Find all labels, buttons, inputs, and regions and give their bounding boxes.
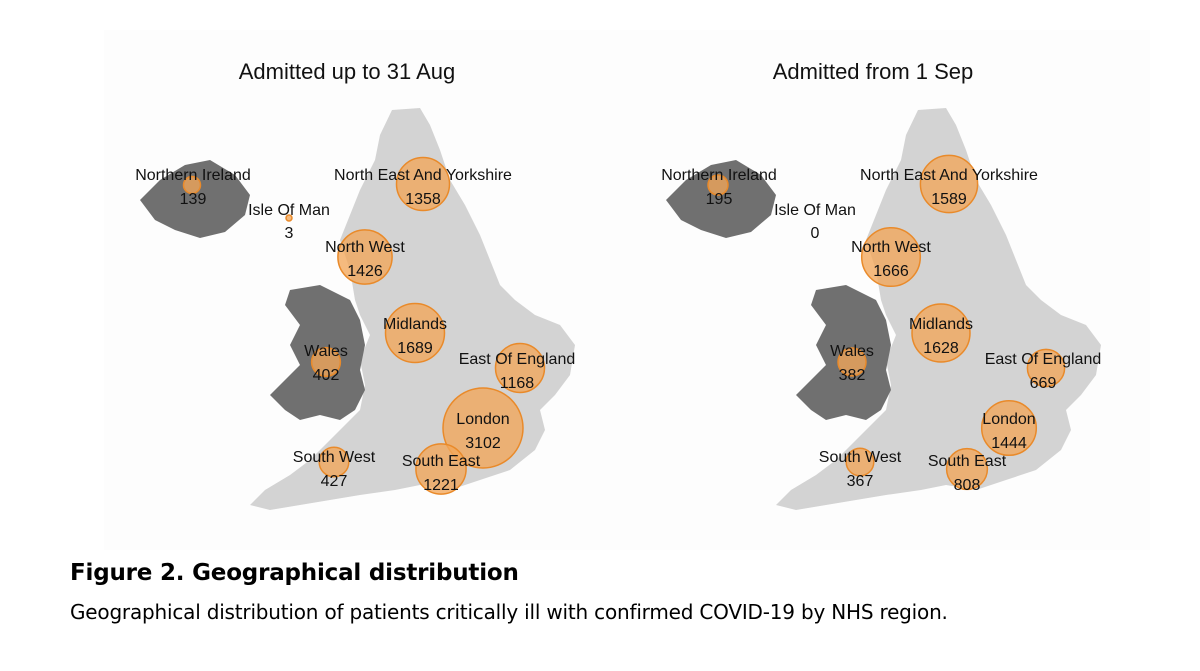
bubble-london-left (442, 387, 524, 469)
region-label-south-west-right: South West (819, 449, 902, 466)
region-label-east-of-england-right: East Of England (985, 351, 1102, 368)
bubble-north-west-right (860, 226, 922, 288)
bubble-south-west-right (845, 447, 875, 477)
bubble-south-east-left (415, 443, 467, 495)
region-value-wales-left: 402 (313, 367, 340, 384)
region-label-northern-ireland-left: Northern Ireland (135, 167, 251, 184)
bubble-north-west-left (337, 229, 393, 285)
region-value-east-of-england-left: 1168 (500, 375, 535, 392)
region-label-north-west-left: North West (325, 239, 405, 256)
bubble-north-east-and-yorkshire-left (395, 156, 451, 212)
region-label-northern-ireland-right: Northern Ireland (661, 167, 777, 184)
region-value-north-west-left: 1426 (347, 263, 383, 280)
region-label-midlands-right: Midlands (909, 316, 973, 333)
map-figure: Admitted up to 31 Aug Northern Ireland 13… (135, 59, 1101, 510)
northern-ireland-shape-right (666, 160, 776, 238)
region-value-london-left: 3102 (465, 435, 501, 452)
region-label-north-west-right: North West (851, 239, 931, 256)
region-value-south-west-left: 427 (321, 473, 348, 490)
region-value-isle-of-man-left: 3 (285, 225, 294, 242)
bubble-south-east-right (945, 447, 989, 491)
figure-caption: Figure 2. Geographical distribution Geog… (70, 560, 1170, 624)
region-label-south-east-right: South East (928, 453, 1007, 470)
region-value-south-west-right: 367 (847, 473, 874, 490)
panel-title-left: Admitted up to 31 Aug (239, 59, 456, 84)
bubble-northern-ireland-right (707, 174, 729, 196)
region-value-london-right: 1444 (991, 435, 1027, 452)
region-value-northern-ireland-left: 139 (180, 191, 207, 208)
bubbles-left: Northern Ireland 139 Isle Of Man 3 North Eas… (135, 156, 576, 495)
region-value-midlands-left: 1689 (397, 340, 433, 357)
region-label-isle-of-man-left: Isle Of Man (248, 202, 330, 219)
region-value-east-of-england-right: 669 (1030, 375, 1057, 392)
region-label-east-of-england-left: East Of England (459, 351, 576, 368)
region-value-north-east-and-yorkshire-left: 1358 (405, 191, 441, 208)
panel-right: Admitted from 1 Sep Northern Ireland 195 I… (661, 59, 1101, 510)
bubble-isle-of-man-left (285, 214, 293, 222)
region-label-london-left: London (456, 411, 509, 428)
region-value-northern-ireland-right: 195 (706, 191, 733, 208)
figure-description: Geographical distribution of patients cr… (70, 600, 948, 624)
region-label-london-right: London (982, 411, 1035, 428)
region-value-isle-of-man-right: 0 (811, 225, 820, 242)
bubbles-right: Northern Ireland 195 Isle Of Man 0 North Eas… (661, 154, 1102, 494)
region-value-north-east-and-yorkshire-right: 1589 (931, 191, 967, 208)
region-value-midlands-right: 1628 (923, 340, 959, 357)
region-label-wales-right: Wales (830, 343, 874, 360)
bubble-midlands-right (911, 303, 971, 363)
region-label-south-east-left: South East (402, 453, 481, 470)
region-label-north-east-and-yorkshire-right: North East And Yorkshire (860, 167, 1038, 184)
bubble-north-east-and-yorkshire-right (919, 154, 979, 214)
region-label-midlands-left: Midlands (383, 316, 447, 333)
northern-ireland-shape-left (140, 160, 250, 238)
region-value-north-west-right: 1666 (873, 263, 909, 280)
bubble-midlands-left (384, 302, 446, 364)
bubble-east-of-england-right (1026, 348, 1066, 388)
bubble-wales-right (837, 347, 867, 377)
panel-left: Admitted up to 31 Aug Northern Ireland 13… (135, 59, 575, 510)
bubble-london-right (980, 399, 1038, 457)
bubble-wales-left (310, 346, 342, 378)
panel-title-right: Admitted from 1 Sep (773, 59, 974, 84)
region-label-isle-of-man-right: Isle Of Man (774, 202, 856, 219)
figure-title: Figure 2. Geographical distribution (70, 560, 519, 586)
bubble-northern-ireland-left (182, 175, 202, 195)
region-value-south-east-right: 808 (954, 477, 981, 494)
region-value-south-east-left: 1221 (423, 477, 459, 494)
region-label-north-east-and-yorkshire-left: North East And Yorkshire (334, 167, 512, 184)
bubble-south-west-left (318, 446, 350, 478)
region-label-south-west-left: South West (293, 449, 376, 466)
region-value-wales-right: 382 (839, 367, 866, 384)
bubble-east-of-england-left (494, 342, 546, 394)
region-label-wales-left: Wales (304, 343, 348, 360)
